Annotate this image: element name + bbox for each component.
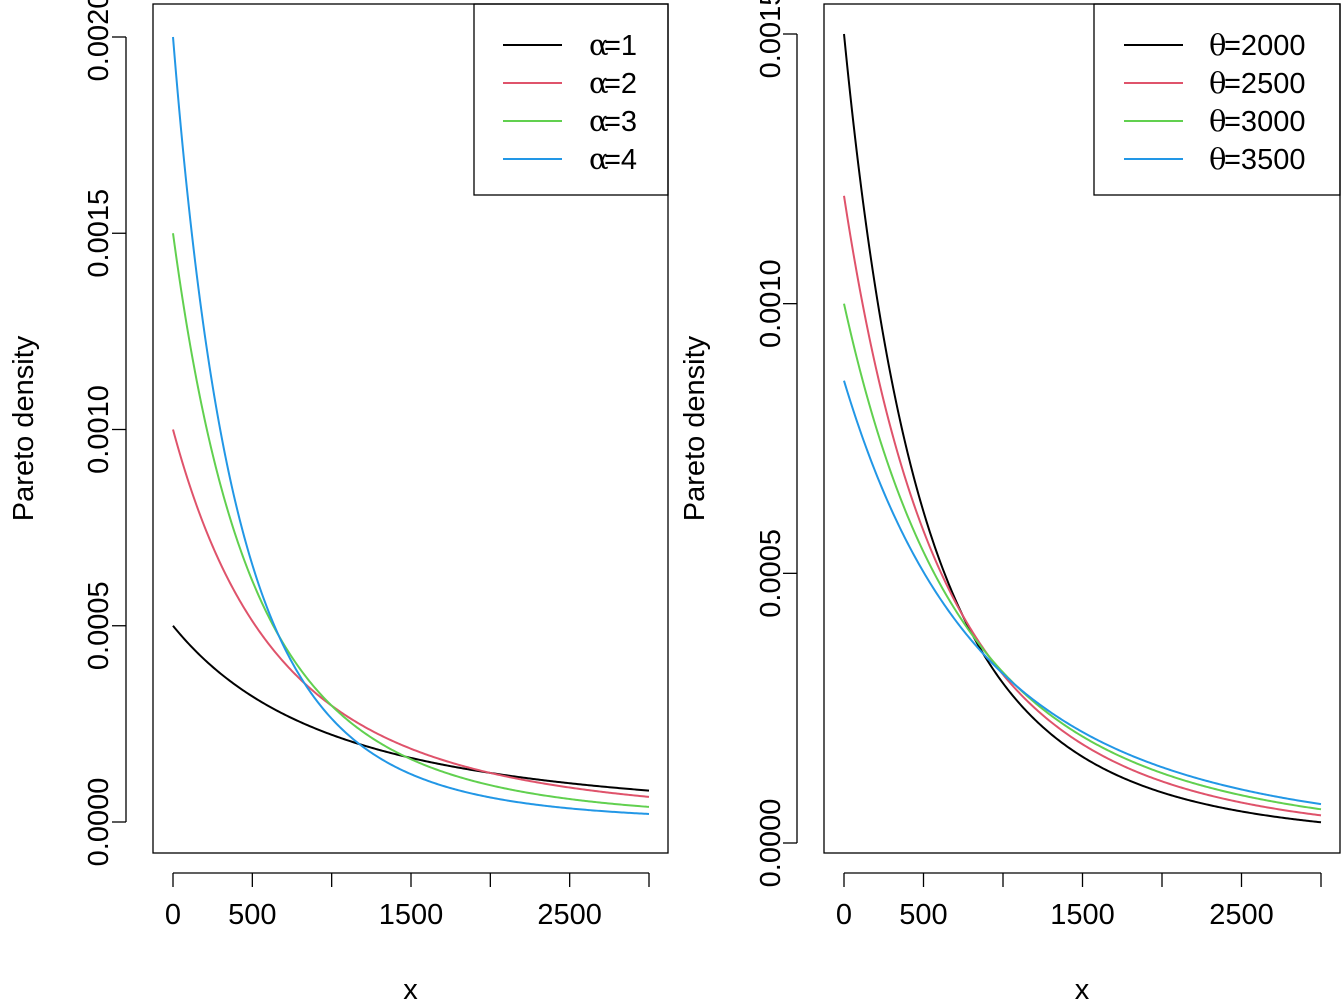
x-tick-label: 2500 xyxy=(537,899,602,931)
y-tick-label: 0.0020 xyxy=(83,0,115,81)
legend-symbol: α xyxy=(589,104,609,138)
y-axis: 0.0000 0.0005 0.0010 0.0015 xyxy=(755,0,798,888)
legend-label: =3500 xyxy=(1224,144,1305,176)
series-group xyxy=(172,36,650,815)
x-tick-label: 1500 xyxy=(1050,899,1115,931)
legend-label: =3000 xyxy=(1224,106,1305,138)
x-axis: 0 500 1500 2500 xyxy=(165,872,650,931)
y-tick-label: 0.0010 xyxy=(83,385,115,474)
y-tick-label: 0.0005 xyxy=(755,529,787,618)
legend-label: =2500 xyxy=(1224,68,1305,100)
series-line-4 xyxy=(843,380,1322,806)
right-chart-panel: 0 500 1500 2500 0.0000 0.0005 0.0010 0.0015 x Par… xyxy=(679,0,1341,1006)
legend-label: =2 xyxy=(604,68,637,100)
x-tick-label: 1500 xyxy=(379,899,444,931)
series-line-4 xyxy=(172,36,650,815)
legend-label: =4 xyxy=(604,144,637,176)
series-line-1 xyxy=(843,33,1322,824)
series-line-1 xyxy=(172,625,650,792)
y-tick-label: 0.0000 xyxy=(755,799,787,888)
y-tick-label: 0.0015 xyxy=(755,0,787,78)
legend-symbol: θ xyxy=(1209,104,1226,138)
x-axis: 0 500 1500 2500 xyxy=(836,872,1322,931)
series-line-2 xyxy=(843,195,1322,817)
plot-frame xyxy=(152,3,669,854)
legend-item: θ =2500 xyxy=(1124,66,1305,100)
legend-item: α =3 xyxy=(503,104,637,138)
legend-box xyxy=(473,3,669,196)
legend: α =1α =2α =3α =4 xyxy=(473,3,669,196)
legend-item: α =1 xyxy=(503,28,637,62)
legend-item: α =2 xyxy=(503,66,637,100)
series-line-3 xyxy=(843,303,1322,811)
legend-symbol: α xyxy=(589,66,609,100)
legend-label: =1 xyxy=(604,30,637,62)
left-chart-panel: 0 500 1500 25000.00000.00050.00100.00150.00… xyxy=(8,0,669,1006)
legend-item: α =4 xyxy=(503,142,637,176)
legend-symbol: α xyxy=(589,142,609,176)
y-axis-title: Pareto density xyxy=(8,335,40,521)
x-tick-label: 500 xyxy=(228,899,276,931)
legend-item: θ =2000 xyxy=(1124,28,1305,62)
legend-item: θ =3500 xyxy=(1124,142,1305,176)
y-tick-label: 0.0010 xyxy=(755,259,787,348)
x-tick-label: 500 xyxy=(899,899,947,931)
x-tick-label: 0 xyxy=(165,899,181,931)
legend-box xyxy=(1093,3,1341,196)
x-tick-label: 0 xyxy=(836,899,852,931)
y-axis-title: Pareto density xyxy=(679,335,711,521)
series-line-3 xyxy=(172,233,650,808)
series-group xyxy=(843,33,1322,824)
legend-symbol: θ xyxy=(1209,142,1226,176)
x-tick-label: 2500 xyxy=(1209,899,1274,931)
legend-label: =2000 xyxy=(1224,30,1305,62)
y-tick-label: 0.0005 xyxy=(83,581,115,670)
legend-item: θ =3000 xyxy=(1124,104,1305,138)
legend-label: =3 xyxy=(604,106,637,138)
legend-symbol: θ xyxy=(1209,66,1226,100)
plot-frame xyxy=(823,3,1341,854)
legend-symbol: θ xyxy=(1209,28,1226,62)
y-axis: 0.0000 0.0005 0.0010 0.0015 0.0020 xyxy=(83,0,127,867)
y-tick-label: 0.0000 xyxy=(83,778,115,867)
x-axis-title: x xyxy=(403,974,418,1006)
y-tick-label: 0.0015 xyxy=(83,189,115,278)
legend-symbol: α xyxy=(589,28,609,62)
series-line-2 xyxy=(172,429,650,798)
x-axis-title: x xyxy=(1075,974,1090,1006)
